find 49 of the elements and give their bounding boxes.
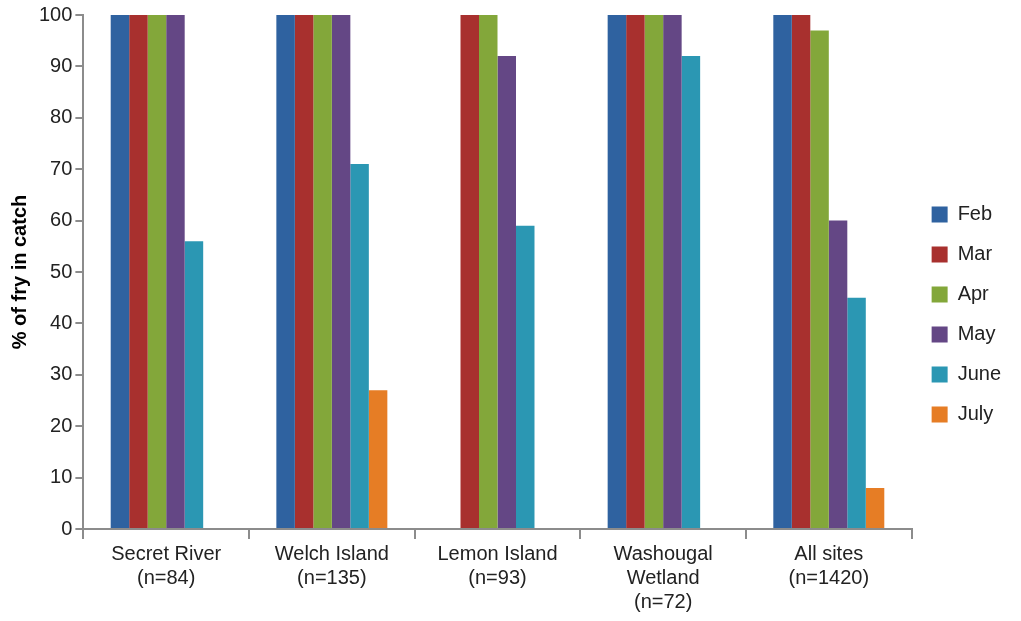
y-tick-label: 80 <box>50 105 73 128</box>
x-tick-label: Washougal Wetland (n=72) <box>613 541 713 612</box>
bar <box>460 15 479 528</box>
y-tick-label: 90 <box>50 53 73 76</box>
y-tick-label: 70 <box>50 156 73 179</box>
bar <box>644 15 664 528</box>
x-tick-label: Secret River (n=84) <box>111 541 222 588</box>
bar <box>313 15 332 528</box>
y-tick-label: 50 <box>50 259 73 282</box>
y-tick-label: 10 <box>50 465 73 488</box>
bar <box>294 15 314 528</box>
legend-label: June <box>957 362 1002 385</box>
bar <box>865 487 885 528</box>
bar <box>184 241 204 528</box>
bar <box>331 15 351 528</box>
bar <box>607 15 627 528</box>
y-tick-label: 20 <box>50 413 73 436</box>
bar <box>810 30 829 528</box>
bar <box>350 164 369 528</box>
y-tick-label: 0 <box>61 516 73 539</box>
legend-label: July <box>957 402 994 425</box>
legend-label: May <box>957 322 996 345</box>
x-tick-label: All sites (n=1420) <box>788 541 870 588</box>
legend-label: Mar <box>957 242 993 265</box>
y-tick-label: 40 <box>50 310 73 333</box>
y-tick-label: 30 <box>50 362 73 385</box>
bar <box>516 225 535 528</box>
bar <box>129 15 148 528</box>
bar <box>847 297 866 528</box>
bar <box>479 15 498 528</box>
bar <box>147 15 167 528</box>
x-tick-label: Welch Island (n=135) <box>274 541 389 588</box>
legend-label: Apr <box>957 282 990 305</box>
y-tick-label: 100 <box>38 2 73 25</box>
bar <box>663 15 682 528</box>
legend-label: Feb <box>957 202 993 225</box>
y-tick-label: 60 <box>50 208 73 231</box>
bar <box>773 15 792 528</box>
bar <box>681 56 701 528</box>
bar <box>828 220 848 528</box>
bar <box>368 390 388 528</box>
bar <box>626 15 645 528</box>
y-axis-title: % of fry in catch <box>7 194 30 350</box>
bar <box>791 15 811 528</box>
bar <box>110 15 130 528</box>
x-tick-label: Lemon Island (n=93) <box>437 541 558 588</box>
bar <box>166 15 185 528</box>
bar <box>276 15 295 528</box>
bar <box>497 56 516 528</box>
